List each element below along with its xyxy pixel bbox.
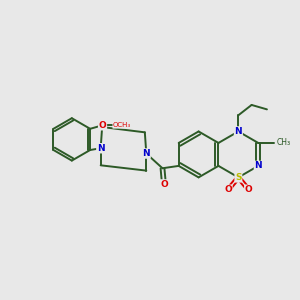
Text: OCH₃: OCH₃	[113, 122, 131, 128]
Text: N: N	[97, 144, 104, 153]
Text: CH₃: CH₃	[277, 138, 291, 147]
Text: S: S	[235, 173, 242, 182]
Text: O: O	[224, 185, 232, 194]
Text: O: O	[99, 121, 106, 130]
Text: N: N	[235, 127, 242, 136]
Text: N: N	[142, 149, 150, 158]
Text: O: O	[160, 180, 168, 189]
Text: N: N	[254, 161, 262, 170]
Text: O: O	[245, 185, 253, 194]
